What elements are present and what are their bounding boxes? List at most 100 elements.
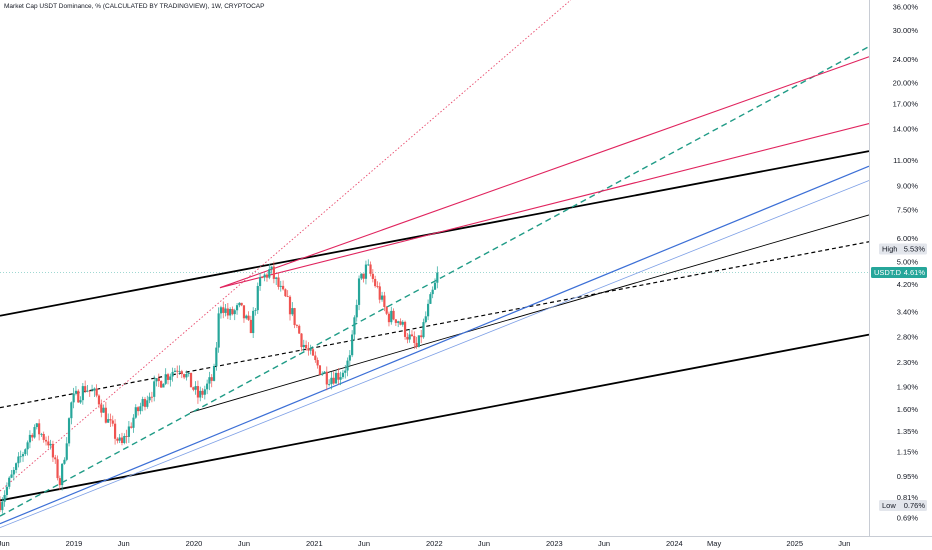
candle-body (162, 383, 165, 388)
x-tick-label: Jun (358, 539, 370, 548)
candle-body (222, 307, 225, 313)
trendline[interactable] (189, 214, 870, 413)
x-tick-label: Jun (118, 539, 130, 548)
candle-body (240, 302, 243, 306)
candle-body (24, 449, 27, 455)
candle-body (150, 396, 154, 398)
candle-body (134, 407, 137, 418)
candle-body (403, 321, 407, 337)
candle-body (380, 295, 384, 300)
candle-body (256, 286, 259, 311)
candle-body (362, 273, 365, 279)
x-tick-label: Jun (838, 539, 850, 548)
price-marker-value: 4.61% (904, 268, 926, 277)
candle-body (390, 310, 393, 323)
candle-body (146, 400, 149, 407)
candle-body (100, 404, 103, 413)
candle-body (65, 443, 68, 460)
candle-body (192, 387, 195, 390)
x-tick-label: 2024 (666, 539, 683, 548)
candle-body (58, 478, 61, 486)
candle-body (357, 278, 361, 305)
candle-body (420, 335, 423, 338)
candle-body (10, 474, 13, 478)
candle-body (194, 386, 197, 390)
y-tick-label: 14.00% (893, 125, 919, 134)
candle-body (399, 321, 402, 325)
x-tick-label: 2019 (66, 539, 83, 548)
candle-body (12, 469, 15, 475)
candle-body (130, 426, 133, 428)
candle-body (21, 454, 25, 457)
candle-body (367, 264, 370, 266)
y-tick-label: 1.60% (897, 405, 919, 414)
trendline[interactable] (0, 333, 870, 502)
y-tick-label: 1.90% (897, 383, 919, 392)
candle-body (189, 372, 193, 388)
candle-body (54, 457, 57, 460)
candle-body (291, 308, 294, 315)
trendline[interactable] (0, 241, 870, 409)
trendline[interactable] (0, 45, 870, 517)
candle-body (67, 418, 71, 444)
y-tick-label: 2.30% (897, 358, 919, 367)
candle-body (284, 289, 287, 297)
y-tick-label: 7.50% (897, 205, 919, 214)
candle-body (113, 423, 117, 439)
candle-body (426, 303, 430, 317)
candle-body (81, 386, 84, 401)
y-tick-label: 0.81% (897, 493, 919, 502)
candle-body (245, 315, 248, 319)
candle-body (374, 278, 377, 287)
candle-body (383, 295, 386, 307)
candle-body (97, 395, 101, 405)
candle-body (5, 486, 9, 495)
candle-body (433, 282, 437, 290)
candle-body (238, 302, 241, 306)
trendline[interactable] (0, 0, 572, 492)
candle-body (79, 400, 82, 403)
candle-body (118, 437, 121, 441)
candle-body (422, 322, 425, 338)
time-axis-panel[interactable] (0, 536, 932, 550)
trendline[interactable] (219, 123, 870, 289)
candle-body (258, 277, 262, 287)
candle-body (325, 371, 328, 385)
y-tick-label: 3.40% (897, 307, 919, 316)
candle-body (242, 305, 246, 319)
candle-body (125, 435, 128, 437)
trendline[interactable] (0, 180, 870, 529)
candle-body (224, 308, 227, 313)
candle-body (63, 459, 66, 464)
time-axis[interactable]: Jun 2019 Jun 2020 Jun 2021 Jun 2022 Jun 2023 Jun 20… (0, 539, 850, 548)
trendline[interactable] (0, 165, 870, 525)
candle-body (275, 277, 278, 279)
candle-body (185, 373, 188, 378)
candles (0, 259, 439, 514)
candle-body (171, 371, 174, 377)
candle-body (210, 377, 213, 381)
candle-body (263, 274, 266, 278)
candle-body (323, 371, 326, 374)
y-tick-label: 0.95% (897, 472, 919, 481)
x-tick-label: Jun (0, 539, 10, 548)
price-axis[interactable]: 36.00% 30.00% 24.00% 20.00% 17.00% 14.00% 11.0… (893, 3, 919, 523)
candle-body (311, 349, 315, 356)
candle-body (139, 406, 142, 412)
candle-body (229, 308, 232, 316)
candle-body (279, 285, 282, 287)
candle-body (305, 344, 308, 349)
candle-body (201, 390, 204, 395)
candle-body (385, 306, 388, 314)
candle-body (318, 365, 322, 375)
candle-body (298, 325, 301, 334)
candle-body (328, 384, 331, 385)
candle-body (160, 381, 163, 388)
candle-body (143, 399, 147, 407)
candle-body (378, 286, 381, 300)
trendline[interactable] (219, 56, 870, 289)
price-marker-label: Low (882, 501, 896, 510)
candle-body (44, 439, 48, 442)
candle-body (196, 386, 200, 398)
